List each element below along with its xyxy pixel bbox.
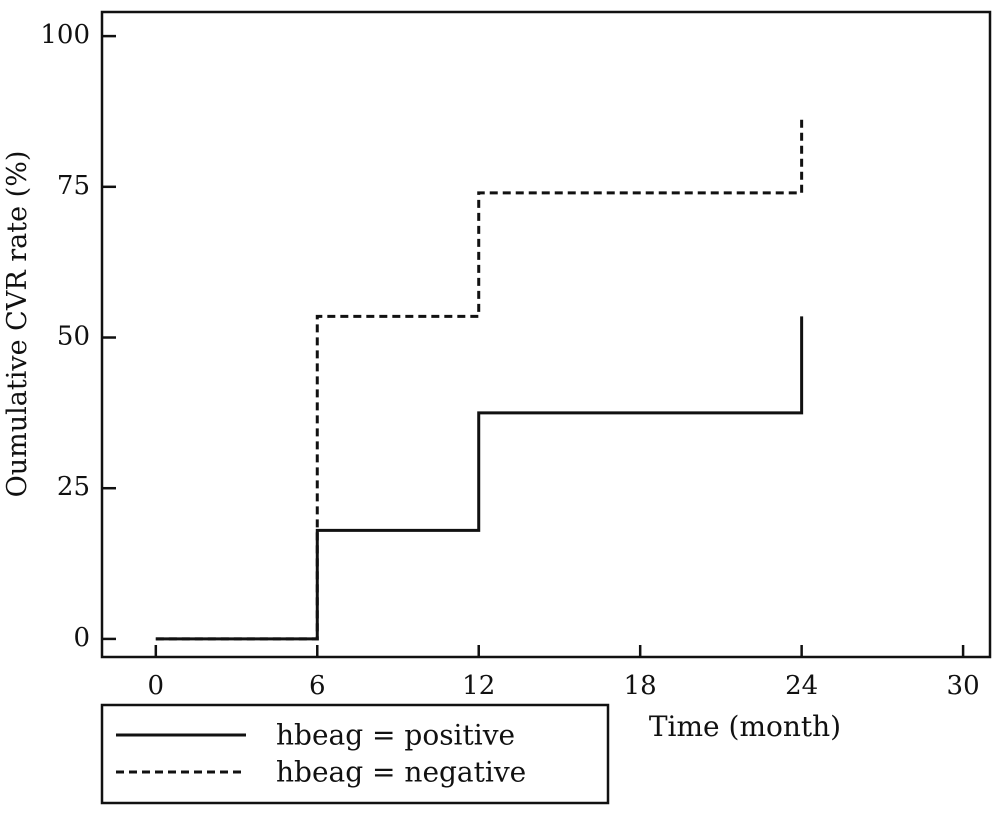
- x-axis-ticks: 0 6 12 18 24 30: [148, 645, 980, 701]
- y-tick-label: 75: [57, 171, 90, 201]
- plot-area-frame: [100, 10, 992, 659]
- y-tick-label: 25: [57, 472, 90, 502]
- y-tick-label: 50: [57, 322, 90, 352]
- legend-label-positive: hbeag = positive: [276, 719, 515, 752]
- x-axis-label: Time (month): [649, 710, 841, 743]
- x-tick-label: 24: [785, 671, 818, 701]
- y-tick-label: 0: [73, 623, 90, 653]
- y-tick-label: 100: [40, 20, 90, 50]
- x-tick-label: 0: [148, 671, 165, 701]
- x-tick-label: 18: [624, 671, 657, 701]
- x-tick-label: 30: [947, 671, 980, 701]
- x-tick-label: 12: [462, 671, 495, 701]
- y-axis-label: Oumulative CVR rate (%): [2, 151, 33, 498]
- y-axis-ticks: 0 25 50 75 100: [40, 20, 116, 653]
- x-tick-label: 6: [309, 671, 326, 701]
- legend-box: [100, 703, 610, 805]
- series-lines: [155, 117, 804, 641]
- legend: hbeag = positive hbeag = negative: [100, 703, 610, 805]
- series-line-positive: [155, 316, 804, 641]
- series-line-negative: [155, 117, 804, 641]
- legend-label-negative: hbeag = negative: [276, 756, 526, 789]
